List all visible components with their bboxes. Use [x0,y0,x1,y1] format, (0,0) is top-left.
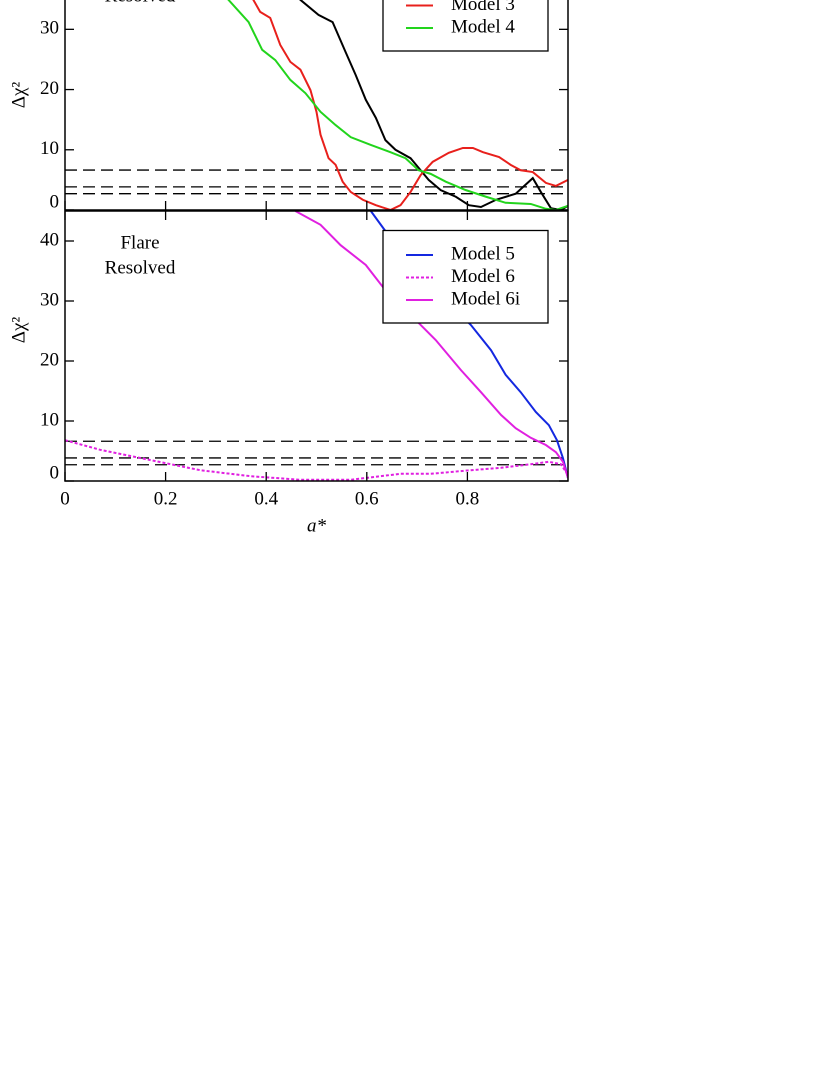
x-axis-label: a* [307,515,327,536]
legend-label: Model 3 [451,0,515,15]
y-tick-label: 30 [40,18,59,39]
legend-label: Model 4 [451,16,515,37]
series-line [227,0,568,210]
y-tick-label: 40 [40,229,59,250]
y-axis-label: Δχ² [8,82,29,109]
x-tick-label: 0 [60,488,70,509]
y-tick-label: 10 [40,138,59,159]
x-tick-label: 0.6 [355,488,379,509]
series-line [299,0,568,210]
series-line [65,439,568,481]
x-tick-label: 0.2 [154,488,178,509]
y-tick-label: 30 [40,289,59,310]
legend-box [382,0,549,52]
series-line [294,211,568,479]
y-axis-label: Δχ² [8,317,29,344]
x-tick-label: 0.4 [254,488,278,509]
series-line [252,0,568,210]
legend-box [382,229,549,324]
legend-label: Model 6i [451,288,520,309]
y-tick-label: 20 [40,78,59,99]
x-tick-label: 0.8 [456,488,480,509]
legend-label: Model 6 [451,266,515,287]
plot-frame [64,0,569,211]
panel-label: Resolved [105,257,176,278]
panel-label: Flare [120,232,159,253]
plot-frame [64,210,569,482]
y-tick-label: 0 [50,191,60,212]
panel-label: Resolved [105,0,176,6]
y-tick-label: 0 [50,462,60,483]
y-tick-label: 10 [40,409,59,430]
y-tick-label: 20 [40,349,59,370]
legend-label: Model 5 [451,243,515,264]
